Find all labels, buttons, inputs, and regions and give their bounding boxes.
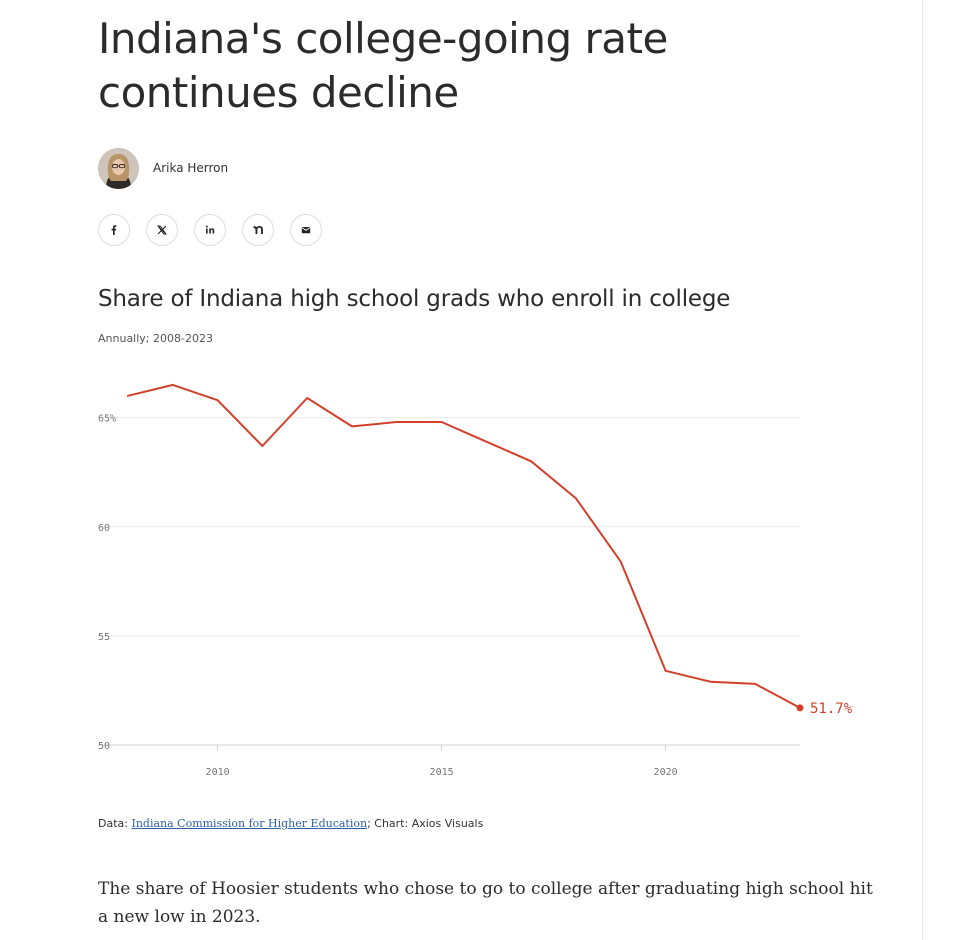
- y-tick-label-60: 60: [98, 523, 110, 534]
- series-line: [127, 383, 801, 709]
- chart-series: 51.7%: [127, 383, 853, 717]
- x-tick-label-2010: 2010: [206, 767, 230, 778]
- share-linkedin-button[interactable]: [194, 214, 226, 246]
- avatar[interactable]: [98, 147, 139, 189]
- share-x-button[interactable]: [146, 214, 178, 246]
- share-facebook-button[interactable]: [98, 214, 130, 246]
- chart-source: Data: Indiana Commission for Higher Educ…: [98, 817, 483, 830]
- avatar-portrait-icon: [98, 147, 139, 189]
- article-body: The share of Hoosier students who chose …: [98, 879, 873, 927]
- source-link[interactable]: Indiana Commission for Higher Education: [131, 817, 368, 830]
- end-value-label: 51.7%: [810, 701, 853, 717]
- email-icon: [301, 227, 311, 234]
- facebook-icon: [111, 225, 117, 235]
- share-buttons: [98, 214, 338, 246]
- y-tick-label-65: 65%: [98, 414, 116, 425]
- linkedin-icon: [205, 225, 215, 234]
- nextdoor-icon: [253, 226, 263, 234]
- x-icon: [157, 225, 167, 235]
- chart-gridlines: [98, 417, 800, 746]
- x-tick-label-2015: 2015: [430, 767, 454, 778]
- share-nextdoor-button[interactable]: [242, 214, 274, 246]
- byline: Arika Herron: [98, 147, 228, 189]
- share-email-button[interactable]: [290, 214, 322, 246]
- x-tick-label-2020: 2020: [654, 767, 678, 778]
- y-tick-label-55: 55: [98, 632, 110, 643]
- y-tick-label-50: 50: [98, 741, 110, 752]
- chart-subtitle: Annually; 2008-2023: [98, 332, 213, 345]
- source-prefix: Data:: [98, 817, 132, 830]
- x-axis-ticks: 2010 2015 2020: [206, 745, 678, 778]
- right-divider: [922, 0, 923, 940]
- author-name[interactable]: Arika Herron: [153, 161, 229, 175]
- data-point-2023: [796, 704, 804, 712]
- chart-title: Share of Indiana high school grads who e…: [98, 286, 731, 312]
- source-suffix: ; Chart: Axios Visuals: [367, 817, 484, 830]
- line-chart: 50 55 60 65% 2010 2015 2020 51.7%: [98, 383, 853, 778]
- headline: Indiana's college-going rate continues d…: [98, 14, 668, 117]
- y-axis-ticks: 50 55 60 65%: [98, 414, 116, 752]
